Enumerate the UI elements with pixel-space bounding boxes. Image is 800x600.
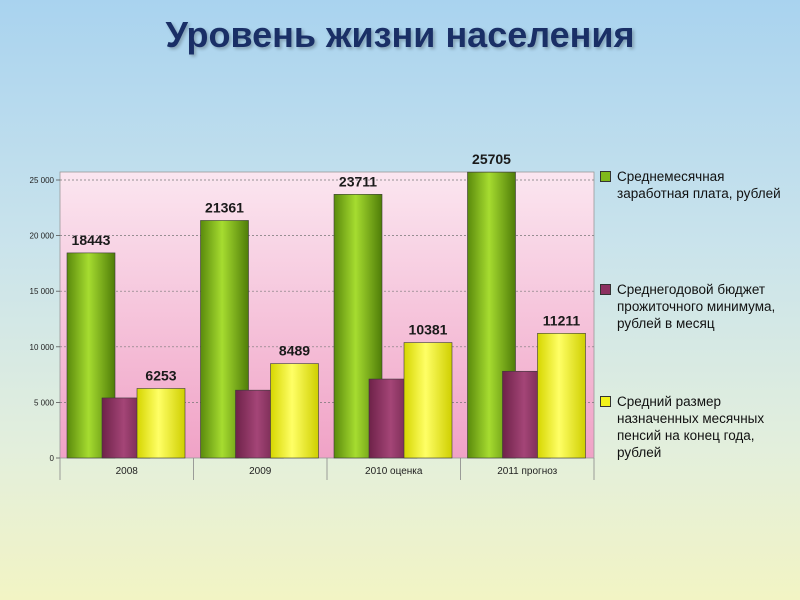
legend-label-pension: Средний размер назначенных месячных пенс… (617, 394, 765, 460)
x-tick-label: 2009 (249, 466, 272, 477)
legend-label-subsistence: Среднегодовой бюджет прожиточного миниму… (617, 282, 776, 331)
legend-swatch-salary (600, 171, 611, 182)
bar-pension (136, 388, 186, 459)
y-tick-label: 25 000 (30, 176, 55, 185)
y-tick-label: 20 000 (30, 232, 55, 241)
data-label: 6253 (145, 367, 176, 383)
bar-pension (270, 363, 319, 459)
y-tick-label: 15 000 (30, 287, 55, 296)
slide-title: Уровень жизни населения (165, 14, 635, 55)
bar-salary (66, 252, 116, 459)
data-label: 10381 (409, 322, 448, 338)
bar-pension (403, 342, 453, 459)
data-label: 23711 (339, 173, 377, 189)
x-tick-label: 2008 (116, 466, 139, 477)
legend-label-salary: Среднемесячная заработная плата, рублей (617, 169, 781, 201)
data-label: 11211 (543, 312, 581, 328)
data-label: 21361 (205, 199, 244, 215)
y-tick-label: 0 (50, 454, 55, 463)
x-tick-label: 2010 оценка (365, 466, 423, 477)
bar-pension (537, 333, 586, 459)
data-label: 8489 (279, 343, 310, 359)
y-tick-label: 10 000 (30, 343, 55, 352)
x-tick-label: 2011 прогноз (497, 466, 557, 477)
data-label: 25705 (472, 151, 511, 167)
legend-swatch-subsistence (600, 284, 611, 295)
data-label: 18443 (72, 232, 111, 248)
y-tick-label: 5 000 (34, 398, 55, 407)
legend-swatch-pension (600, 396, 611, 407)
